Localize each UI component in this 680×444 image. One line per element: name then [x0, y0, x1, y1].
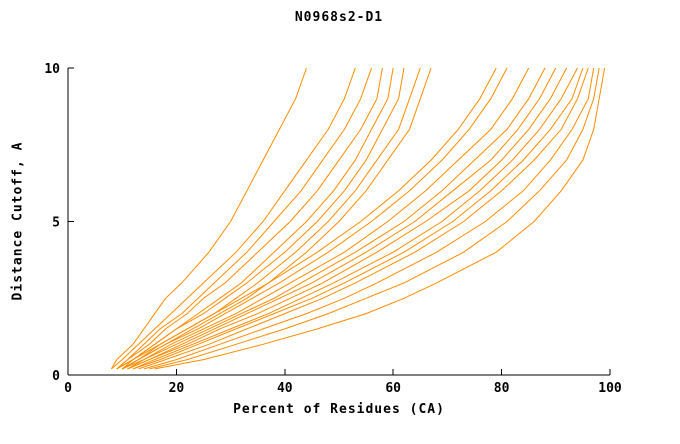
series-line — [110, 67, 307, 370]
series-line — [121, 67, 508, 370]
x-tick-label: 20 — [169, 381, 185, 396]
series-line — [116, 67, 383, 370]
series-line — [116, 67, 372, 370]
series-line — [127, 67, 557, 370]
series-line — [143, 67, 595, 370]
x-tick-label: 100 — [598, 381, 622, 396]
series-line — [127, 67, 568, 370]
series-line — [116, 67, 405, 370]
chart-title: N0968s2-D1 — [294, 10, 384, 25]
series-line — [132, 67, 578, 370]
series-line — [154, 67, 606, 370]
y-tick-label: 5 — [52, 216, 60, 231]
y-tick-label: 10 — [44, 62, 60, 77]
x-axis-label: Percent of Residues (CA) — [233, 402, 445, 417]
series-line — [116, 67, 497, 370]
x-tick-label: 0 — [64, 381, 72, 396]
series-line — [122, 67, 530, 370]
x-tick-label: 80 — [494, 381, 510, 396]
series-line — [149, 67, 600, 370]
x-tick-label: 60 — [385, 381, 401, 396]
y-tick-label: 0 — [52, 369, 60, 384]
series-line — [138, 67, 589, 370]
series-line — [127, 67, 546, 370]
series-line — [111, 67, 356, 370]
series-line — [132, 67, 584, 370]
y-axis-label: Distance Cutoff, A — [10, 141, 26, 301]
x-tick-label: 40 — [277, 381, 293, 396]
